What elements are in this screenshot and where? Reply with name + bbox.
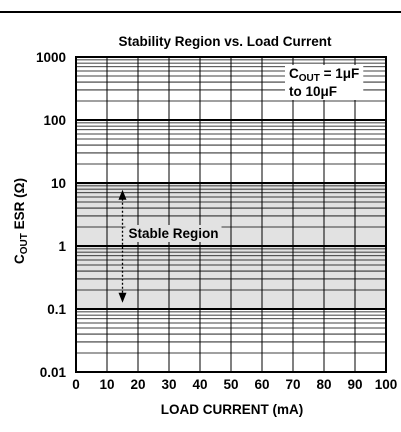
- annotation-background: [285, 65, 364, 100]
- arrow-head-down: [118, 292, 127, 303]
- x-tick-label: 50: [223, 377, 238, 392]
- y-tick-label: 0.1: [47, 302, 66, 317]
- x-tick-label: 10: [99, 377, 114, 392]
- annotation-sub: OUT: [299, 73, 320, 84]
- y-tick-label: 1000: [36, 50, 66, 65]
- y-axis-label-c: C: [12, 254, 27, 264]
- x-tick-label: 40: [192, 377, 207, 392]
- top-rule: [0, 11, 401, 13]
- annotation-rest: = 1μF: [320, 66, 359, 81]
- x-tick-label: 30: [161, 377, 176, 392]
- chart-title: Stability Region vs. Load Current: [118, 34, 332, 49]
- annotation-c: C: [289, 66, 299, 81]
- tick-labels-layer: 0.01 0.1 1 10 100 1000 0 10 20 30 40 50 60 70 80 90 100: [36, 50, 397, 392]
- annotation-line-2: to 10μF: [289, 84, 337, 99]
- y-tick-label: 0.01: [40, 365, 67, 380]
- x-tick-label: 70: [285, 377, 300, 392]
- arrow-head-up: [118, 189, 127, 200]
- plot-frame: [75, 56, 387, 373]
- x-tick-label: 20: [130, 377, 145, 392]
- annotation-line-1: COUT = 1μF: [289, 66, 359, 84]
- arrow-layer: [118, 189, 127, 303]
- y-axis-label-sub: OUT: [19, 233, 30, 254]
- stable-region-label-background: [125, 225, 222, 242]
- y-axis-label-rest: ESR (Ω): [12, 178, 27, 233]
- x-tick-label: 0: [72, 377, 80, 392]
- frame-layer: [75, 56, 387, 373]
- x-tick-label: 90: [347, 377, 362, 392]
- x-axis-label: LOAD CURRENT (mA): [161, 402, 304, 417]
- y-tick-label: 10: [51, 176, 66, 191]
- x-tick-label: 80: [316, 377, 331, 392]
- stable-region-label: Stable Region: [129, 226, 219, 241]
- y-tick-label: 100: [43, 113, 66, 128]
- x-tick-label: 60: [254, 377, 269, 392]
- x-tick-label: 100: [375, 377, 398, 392]
- y-axis-label: COUT ESR (Ω): [12, 178, 30, 264]
- y-tick-label: 1: [58, 239, 66, 254]
